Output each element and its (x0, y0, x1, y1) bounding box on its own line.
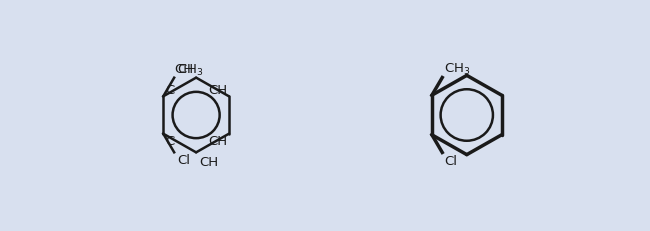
Text: CH$_3$: CH$_3$ (444, 62, 471, 77)
Text: CH: CH (200, 155, 218, 168)
Text: CH$_3$: CH$_3$ (177, 62, 204, 77)
Text: CH: CH (174, 63, 193, 76)
Text: C: C (165, 83, 174, 96)
Text: CH: CH (208, 135, 227, 148)
Text: Cl: Cl (177, 154, 190, 167)
Text: C: C (165, 135, 174, 148)
Text: Cl: Cl (444, 154, 457, 167)
Text: CH: CH (208, 83, 227, 96)
